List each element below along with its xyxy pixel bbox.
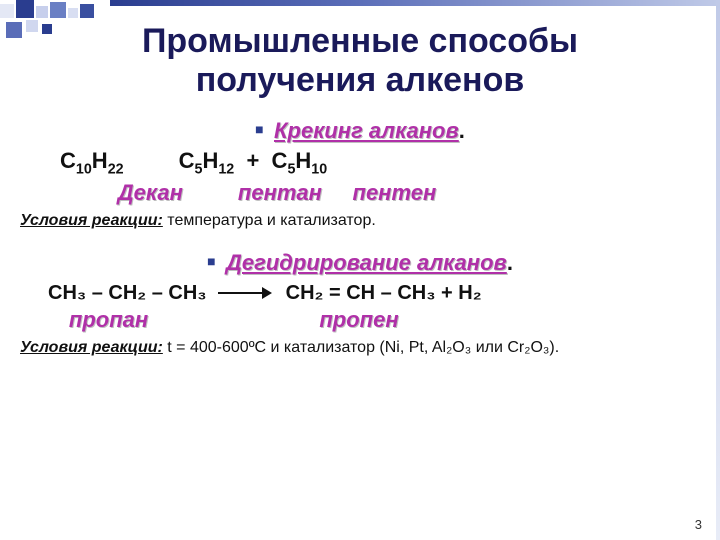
top-border (110, 0, 720, 6)
section1-heading: ■ Крекинг алканов. (20, 118, 700, 144)
cond-label: Условия реакции: (20, 212, 163, 229)
reaction-rhs: СН₂ = СН – СН₃ + Н₂ (286, 282, 482, 304)
sub: 22 (108, 162, 124, 178)
slide-title: Промышленные способы получения алкенов (20, 22, 700, 100)
sub: 10 (76, 162, 92, 178)
name-propene: пропен (319, 307, 398, 332)
sub: 5 (287, 162, 295, 178)
period: . (459, 118, 465, 143)
period: . (507, 250, 513, 275)
sub: 10 (311, 162, 327, 178)
bullet-icon: ■ (255, 121, 263, 137)
reaction-lhs: СН₃ – СН₂ – СН₃ (48, 282, 207, 304)
name-propane: пропан (69, 307, 148, 332)
cond-text: температура и катализатор. (163, 212, 376, 229)
title-line2: получения алкенов (196, 61, 525, 99)
section2-title: Дегидрирование алканов (226, 250, 507, 275)
section2-conditions: Условия реакции: t = 400-600ºС и катализ… (20, 339, 700, 357)
section1-formula: C10H22 C5H12 + C5H10 (20, 148, 700, 177)
name-dekane: Декан (118, 180, 183, 205)
section2-reaction: СН₃ – СН₂ – СН₃ СН₂ = СН – СН₃ + Н₂ (20, 282, 700, 305)
section1-title: Крекинг алканов (274, 118, 459, 143)
title-line1: Промышленные способы (142, 22, 578, 60)
sub: 5 (195, 162, 203, 178)
right-border (716, 0, 720, 540)
sub: 12 (218, 162, 234, 178)
cond-label: Условия реакции: (20, 339, 163, 356)
section2-names: пропан пропен (20, 307, 700, 333)
section1-names: Декан пентан пентен (20, 180, 700, 206)
slide-content: Промышленные способы получения алкенов ■… (20, 22, 700, 373)
arrow-icon (218, 286, 274, 300)
page-number: 3 (695, 517, 702, 532)
bullet-icon: ■ (207, 253, 215, 269)
name-pentene: пентен (353, 180, 437, 205)
section2-heading: ■ Дегидрирование алканов. (20, 250, 700, 276)
name-pentane: пентан (238, 180, 322, 205)
section1-conditions: Условия реакции: температура и катализат… (20, 212, 700, 230)
cond-text: t = 400-600ºС и катализатор (Ni, Pt, Al₂… (163, 339, 559, 356)
